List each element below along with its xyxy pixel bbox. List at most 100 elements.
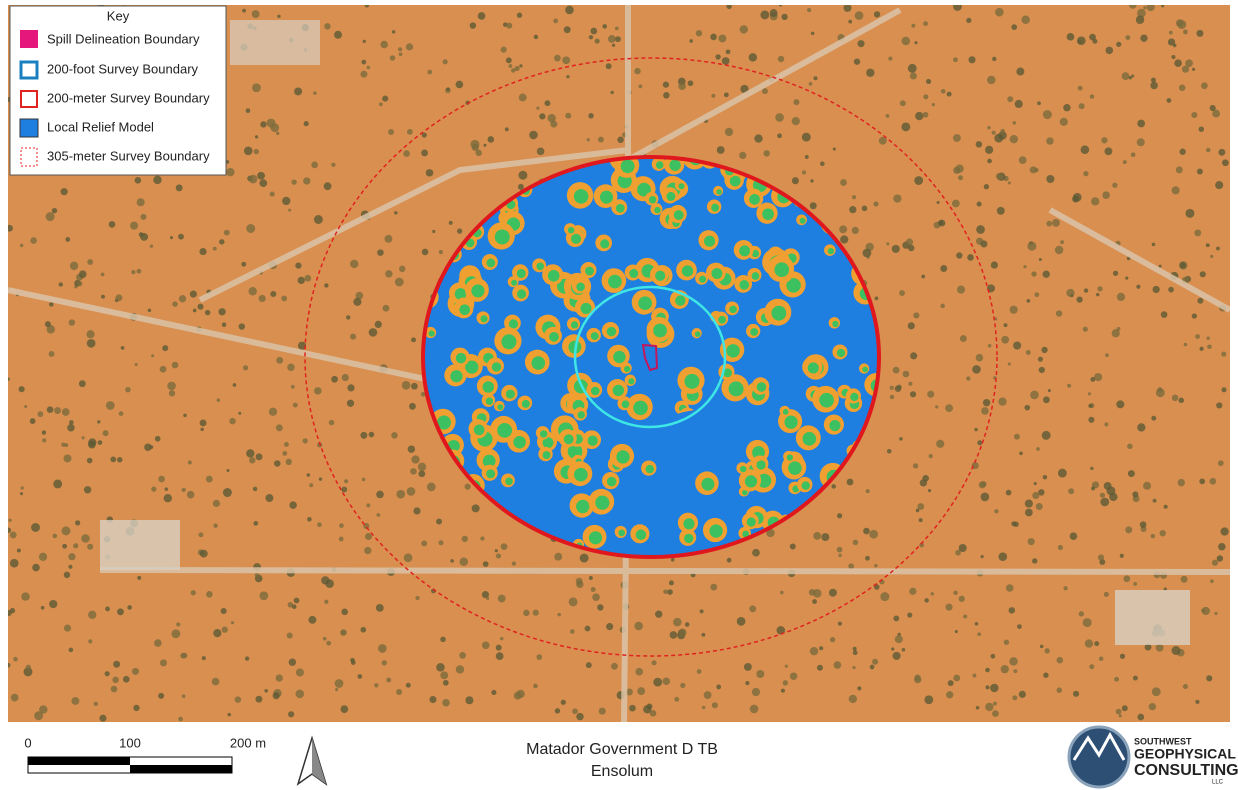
shrub [1046, 137, 1054, 145]
shrub [992, 56, 997, 62]
relief-mid [802, 431, 817, 446]
shrub [518, 170, 528, 180]
shrub [588, 575, 593, 581]
shrub [201, 656, 206, 661]
shrub [1009, 657, 1018, 666]
shrub [899, 437, 903, 441]
shrub [1209, 104, 1216, 112]
shrub [983, 184, 990, 190]
shrub [172, 301, 178, 307]
shrub [331, 162, 336, 167]
shrub [606, 623, 614, 631]
shrub [861, 205, 868, 212]
shrub [115, 294, 123, 302]
shrub [1026, 299, 1031, 303]
shrub [41, 430, 47, 435]
relief-mid [465, 360, 479, 374]
shrub [1131, 74, 1135, 78]
shrub [411, 382, 418, 390]
shrub [286, 632, 293, 639]
shrub [63, 571, 71, 579]
shrub [1146, 5, 1155, 12]
shrub [940, 265, 948, 272]
shrub [167, 381, 176, 391]
shrub [1042, 270, 1050, 278]
relief-mid [620, 159, 635, 174]
shrub [181, 694, 186, 698]
shrub [436, 663, 445, 672]
shrub [736, 617, 746, 626]
shrub [594, 38, 600, 44]
shrub [778, 5, 783, 7]
shrub [791, 177, 799, 185]
shrub [1044, 648, 1050, 654]
shrub [754, 134, 763, 143]
shrub [1116, 41, 1122, 47]
shrub [32, 563, 40, 572]
shrub [483, 143, 487, 147]
shrub [257, 171, 265, 180]
logo-text: SOUTHWEST [1134, 736, 1192, 746]
shrub [880, 592, 890, 602]
shrub [614, 26, 619, 31]
shrub [987, 126, 991, 130]
shrub [1013, 521, 1019, 527]
relief-mid [655, 161, 664, 169]
shrub [1125, 526, 1133, 534]
shrub [839, 225, 848, 234]
shrub [410, 468, 417, 475]
shrub [421, 149, 428, 157]
shrub [673, 617, 682, 627]
shrub [516, 689, 525, 699]
shrub [69, 420, 74, 425]
shrub [491, 689, 497, 696]
shrub [86, 338, 96, 348]
relief-mid [454, 288, 467, 300]
shrub [953, 5, 962, 11]
relief-mid [801, 481, 810, 490]
shrub [88, 610, 97, 619]
shrub [1218, 542, 1226, 551]
shrub [670, 557, 675, 562]
shrub [376, 490, 384, 499]
shrub [494, 549, 498, 553]
shrub [985, 145, 994, 154]
shrub [940, 303, 945, 309]
shrub [368, 328, 378, 337]
relief-mid [742, 489, 748, 496]
shrub [1137, 423, 1146, 432]
relief-mid [701, 477, 715, 491]
shrub [415, 596, 420, 601]
shrub [1042, 396, 1050, 404]
shrub [238, 323, 246, 330]
shrub [253, 148, 259, 155]
relief-mid [491, 362, 502, 372]
shrub [9, 531, 17, 539]
shrub [253, 520, 259, 526]
shrub [832, 147, 836, 151]
shrub [1150, 77, 1156, 83]
shrub [482, 561, 489, 567]
shrub [58, 282, 63, 287]
shrub [523, 609, 530, 617]
shrub [1168, 286, 1174, 293]
shrub [925, 78, 932, 84]
shrub [852, 665, 856, 670]
shrub [1000, 128, 1005, 134]
shrub [178, 233, 184, 240]
shrub [930, 592, 934, 596]
shrub [347, 384, 355, 392]
shrub [1077, 85, 1083, 91]
shrub [1063, 586, 1068, 591]
logo: SOUTHWEST GEOPHYSICAL CONSULTING LLC [1067, 725, 1238, 789]
shrub [1089, 94, 1095, 99]
shrub [341, 373, 349, 382]
shrub [508, 64, 513, 68]
shrub [1007, 96, 1014, 103]
relief-mid [494, 229, 510, 245]
shrub [869, 529, 879, 539]
relief-mid [762, 208, 774, 221]
shrub [893, 194, 902, 203]
shrub [364, 546, 372, 555]
